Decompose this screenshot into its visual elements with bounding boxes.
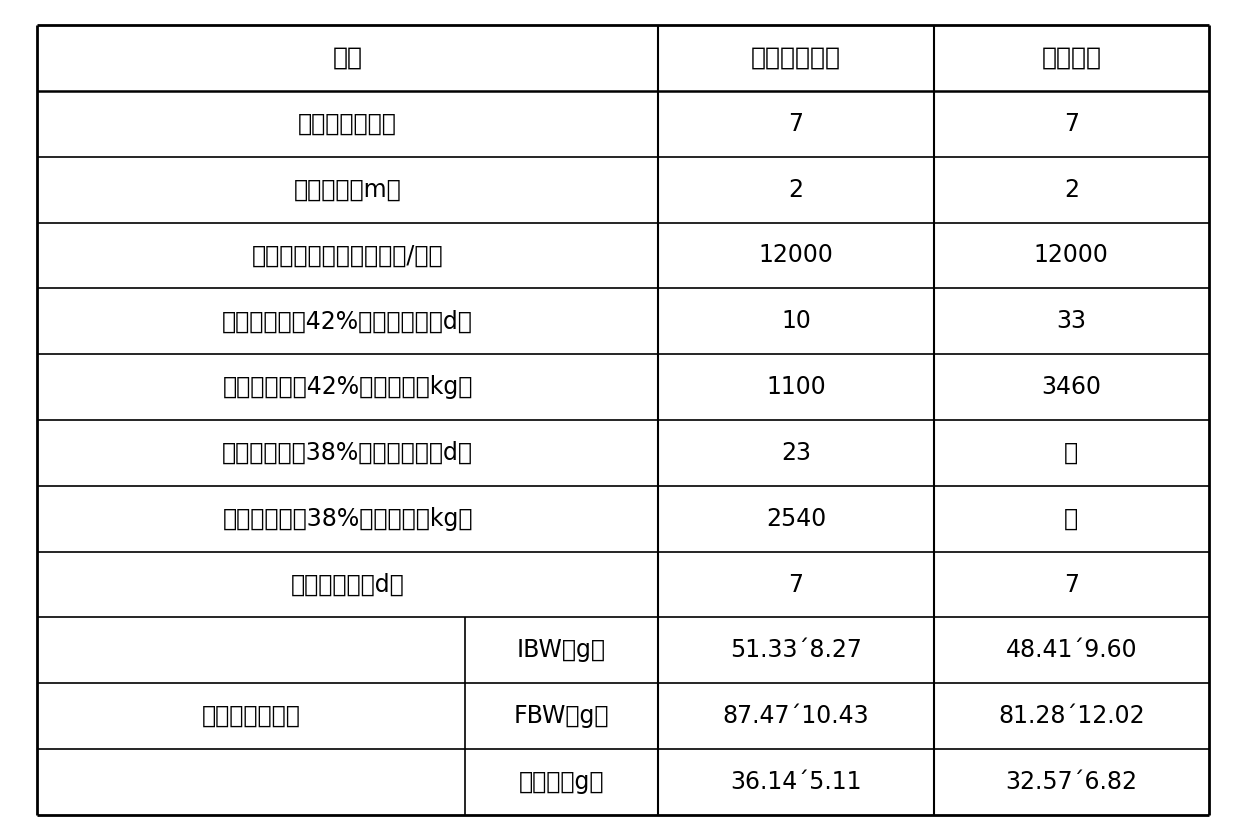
Text: 32.57´6.82: 32.57´6.82 [1006, 770, 1137, 794]
Text: 7: 7 [1064, 112, 1079, 136]
Text: 池塘水深（m）: 池塘水深（m） [294, 178, 402, 202]
Text: 12000: 12000 [1034, 244, 1109, 267]
Text: FBW（g）: FBW（g） [513, 704, 609, 728]
Text: 48.41´9.60: 48.41´9.60 [1006, 638, 1137, 662]
Text: 1100: 1100 [766, 375, 826, 399]
Text: 23: 23 [781, 441, 811, 465]
Text: 81.28´12.02: 81.28´12.02 [998, 704, 1145, 728]
Text: 高蛋白饲料（42%）投喜天数（d）: 高蛋白饲料（42%）投喜天数（d） [222, 309, 474, 333]
Text: 2: 2 [1064, 178, 1079, 202]
Text: 7: 7 [789, 112, 804, 136]
Text: 3460: 3460 [1042, 375, 1101, 399]
Text: 低蛋白饲料（38%）投喜天数（d）: 低蛋白饲料（38%）投喜天数（d） [222, 441, 474, 465]
Text: 项目: 项目 [332, 46, 363, 70]
Text: 2540: 2540 [766, 507, 826, 531]
Text: －: － [1064, 507, 1079, 531]
Text: 实验池塘１号: 实验池塘１号 [751, 46, 841, 70]
Text: －: － [1064, 441, 1079, 465]
Text: 黄颌鱼鱼苗放养密度（尾/亩）: 黄颌鱼鱼苗放养密度（尾/亩） [252, 244, 444, 267]
Text: 2: 2 [789, 178, 804, 202]
Text: 低蛋白饲料（38%）投喜量（kg）: 低蛋白饲料（38%）投喜量（kg） [222, 507, 472, 531]
Text: 对照池塘: 对照池塘 [1042, 46, 1101, 70]
Text: 10: 10 [781, 309, 811, 333]
Text: 池塘面积（亩）: 池塘面积（亩） [299, 112, 397, 136]
Text: 12000: 12000 [759, 244, 833, 267]
Text: 33: 33 [1056, 309, 1086, 333]
Text: 高蛋白饲料（42%）投喜量（kg）: 高蛋白饲料（42%）投喜量（kg） [222, 375, 472, 399]
Text: 36.14´5.11: 36.14´5.11 [730, 770, 862, 794]
Text: 7: 7 [789, 573, 804, 596]
Text: 黄颌鱼生长指标: 黄颌鱼生长指标 [202, 704, 300, 728]
Text: 不投喜天数（d）: 不投喜天数（d） [291, 573, 404, 596]
Text: 体增重（g）: 体增重（g） [518, 770, 604, 794]
Text: 7: 7 [1064, 573, 1079, 596]
Text: IBW（g）: IBW（g） [517, 638, 606, 662]
Text: 87.47´10.43: 87.47´10.43 [723, 704, 869, 728]
Text: 51.33´8.27: 51.33´8.27 [730, 638, 862, 662]
